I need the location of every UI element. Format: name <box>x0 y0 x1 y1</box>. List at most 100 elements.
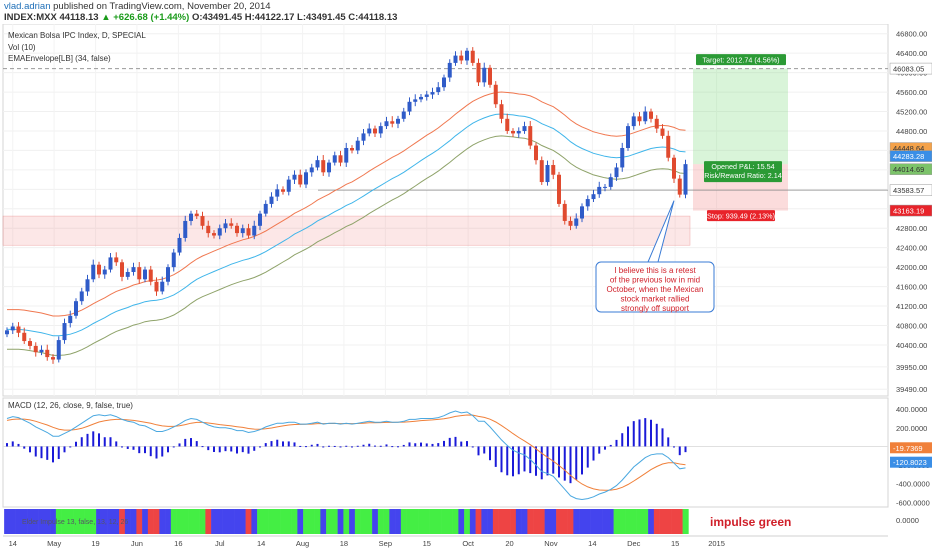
price-axis-label: 44283.28 <box>893 152 924 161</box>
impulse-bar <box>441 509 448 534</box>
impulse-bar <box>446 509 453 534</box>
candle-body <box>33 345 38 353</box>
macd-histogram-bar <box>466 441 468 447</box>
candle-body <box>45 349 50 358</box>
impulse-bar <box>366 509 373 534</box>
macd-label: MACD (12, 26, close, 9, false, true) <box>8 401 133 410</box>
candle-body <box>580 206 584 219</box>
impulse-bar <box>458 509 465 534</box>
impulse-bar <box>50 509 57 534</box>
impulse-bar <box>561 509 568 534</box>
candle-body <box>591 194 596 200</box>
time-tick-label: Jun <box>131 539 143 548</box>
macd-histogram-bar <box>494 446 497 467</box>
macd-histogram-bar <box>684 446 687 453</box>
candle-body <box>499 104 504 119</box>
impulse-bar <box>343 509 350 534</box>
impulse-bar <box>314 509 321 534</box>
candle-body <box>74 301 78 316</box>
candle-body <box>177 237 182 253</box>
macd-histogram-bar <box>80 437 83 447</box>
price-tick-label: 41600.00 <box>896 283 927 292</box>
macd-histogram-bar <box>17 443 20 447</box>
macd-histogram-bar <box>57 446 60 460</box>
annotation-text: I believe this is a retest <box>614 266 696 275</box>
candle-body <box>637 116 642 122</box>
candle-body <box>321 160 326 173</box>
macd-histogram-bar <box>86 433 89 447</box>
impulse-bar <box>165 509 172 534</box>
candle-body <box>51 357 55 360</box>
macd-histogram-bar <box>138 446 141 454</box>
candle-body <box>355 140 360 151</box>
macd-histogram-bar <box>506 446 509 476</box>
author-link[interactable]: vlad.adrian <box>4 1 51 12</box>
indicator-label: Vol (10) <box>8 43 36 52</box>
macd-histogram-bar <box>368 443 371 447</box>
impulse-bar <box>372 509 379 534</box>
candle-body <box>677 178 682 195</box>
impulse-bar <box>418 509 425 534</box>
macd-signal-value-bg <box>890 442 932 454</box>
impulse-bar <box>320 509 327 534</box>
ema-upper-line <box>7 91 686 317</box>
macd-histogram-bar <box>604 446 606 450</box>
candle-body <box>585 199 590 207</box>
macd-histogram-bar <box>397 446 399 448</box>
ema-center-line <box>7 113 686 337</box>
macd-tick-label: 400.0000 <box>896 405 927 414</box>
symbol-name: INDEX:MXX <box>4 12 57 23</box>
macd-histogram-bar <box>190 438 192 447</box>
macd-histogram-bar <box>569 446 572 484</box>
impulse-bar <box>216 509 223 534</box>
macd-value-bg <box>890 456 932 468</box>
price-tick-label: 40800.00 <box>896 321 927 330</box>
candle-body <box>534 145 538 161</box>
candle-body <box>344 148 349 163</box>
time-tick-label: 14 <box>588 539 596 548</box>
macd-histogram-bar <box>23 446 26 449</box>
candle-body <box>332 155 337 163</box>
candle-body <box>660 128 665 136</box>
price-axis-label-bg <box>889 184 932 196</box>
impulse-bar <box>567 509 574 534</box>
candle-body <box>522 126 527 131</box>
macd-signal-value: -19.7369 <box>893 444 923 453</box>
macd-histogram-bar <box>316 443 319 447</box>
candle-body <box>482 67 487 83</box>
candle-body <box>114 257 119 263</box>
macd-histogram-bar <box>414 443 417 447</box>
candle-body <box>476 62 481 83</box>
candle-body <box>436 87 441 93</box>
impulse-bar <box>274 509 281 534</box>
macd-histogram-bar <box>52 446 54 463</box>
candle-body <box>91 264 96 280</box>
impulse-bar <box>377 509 384 534</box>
macd-histogram-bar <box>512 446 514 477</box>
impulse-bar <box>395 509 402 534</box>
candle-body <box>97 264 101 275</box>
candle-body <box>350 148 354 151</box>
time-tick-label: 14 <box>9 539 17 548</box>
time-tick-label: Dec <box>627 539 641 548</box>
impulse-bar <box>130 509 137 534</box>
callout-box <box>595 261 715 313</box>
price-tick-label: 46400.00 <box>896 49 927 58</box>
candle-body <box>574 218 579 226</box>
time-tick-label: 18 <box>340 539 348 548</box>
macd-histogram-bar <box>437 443 440 447</box>
annotation-text: stock market rallied <box>621 295 690 304</box>
chart-area[interactable]: 46800.0046400.0046000.0045600.0045200.00… <box>0 24 932 550</box>
impulse-bar <box>84 509 91 534</box>
impulse-bar <box>78 509 85 534</box>
candle-body <box>252 225 257 236</box>
candle-body <box>528 126 533 146</box>
quote-line: INDEX:MXX 44118.13 ▲ +626.68 (+1.44%) O:… <box>4 12 397 23</box>
impulse-bar <box>21 509 28 534</box>
candle-body <box>22 332 27 342</box>
time-tick-label: 16 <box>174 539 182 548</box>
macd-histogram-bar <box>552 446 555 474</box>
price-tick-label: 41200.00 <box>896 302 927 311</box>
impulse-bar <box>642 509 649 534</box>
time-tick-label: Nov <box>544 539 558 548</box>
